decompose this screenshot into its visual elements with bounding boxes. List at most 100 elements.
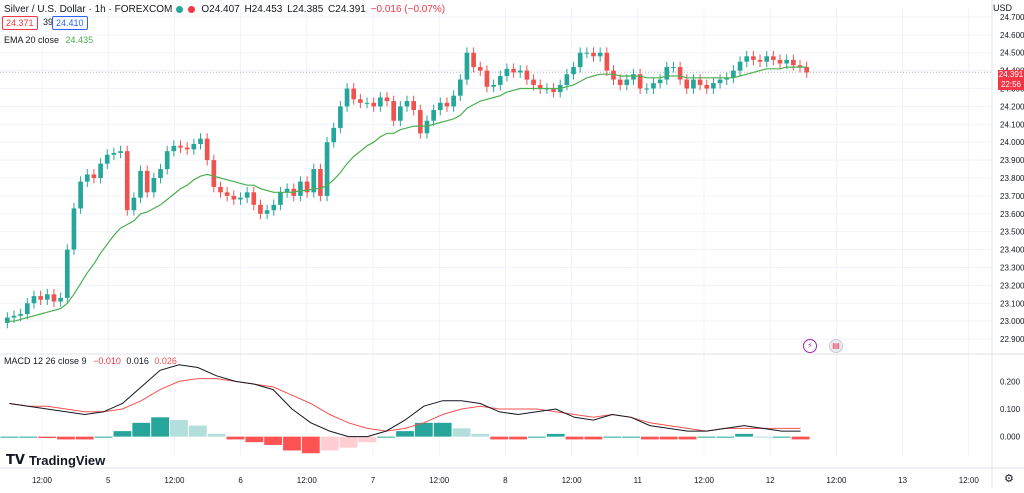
- candle-body: [351, 88, 357, 100]
- candle-body: [378, 97, 383, 107]
- candle-body: [171, 145, 177, 152]
- macd-histogram-bar: [38, 436, 57, 439]
- candle-body: [404, 101, 410, 107]
- candle-body: [118, 151, 123, 153]
- ohlc-values: O24.407 H24.453 L24.385 C24.391 −0.016 (…: [199, 4, 445, 15]
- candle-body: [637, 74, 643, 89]
- market-status-icon[interactable]: [176, 5, 184, 13]
- macd-signal-value: 0.026: [154, 356, 177, 366]
- candle-body: [38, 296, 43, 300]
- macd-histogram-bar: [565, 436, 584, 440]
- candle-body: [304, 181, 310, 193]
- candle-body: [331, 127, 337, 143]
- price-tick-label: 24.500: [1000, 49, 1024, 58]
- candle-body: [238, 197, 243, 200]
- candle-body: [471, 52, 476, 68]
- us-flag-event-icon[interactable]: ▤: [829, 339, 843, 353]
- candle-body: [384, 97, 390, 102]
- candle-body: [124, 151, 130, 211]
- tradingview-logo[interactable]: 𝗧𝗩 TradingView: [6, 452, 105, 468]
- candle-body: [278, 192, 283, 205]
- candle-body: [791, 59, 796, 66]
- candle-body: [724, 77, 730, 80]
- candle-body: [731, 70, 736, 78]
- ema-legend[interactable]: EMA 20 close 24.435: [4, 35, 93, 45]
- candle-body: [664, 67, 670, 80]
- candle-body: [511, 68, 516, 73]
- candle-body: [231, 195, 237, 200]
- price-tick-label: 24.600: [1000, 31, 1024, 40]
- macd-histogram-bar: [320, 436, 339, 451]
- last-price-value: 24.391: [998, 70, 1024, 79]
- time-tick-label: 13: [898, 476, 907, 485]
- candle-body: [457, 79, 463, 96]
- candle-body: [537, 84, 543, 89]
- buy-price-button[interactable]: 24.410: [52, 16, 88, 30]
- candle-body: [571, 67, 576, 75]
- candle-body: [191, 144, 197, 150]
- candle-body: [584, 52, 590, 54]
- candle-body: [737, 61, 743, 71]
- candle-body: [757, 59, 763, 62]
- price-tick-label: 23.200: [1000, 281, 1024, 290]
- last-price-label: 24.391 22:56: [998, 70, 1024, 90]
- macd-histogram-bar: [245, 436, 264, 443]
- candle-body: [577, 52, 583, 68]
- candle-body: [24, 303, 30, 314]
- tv-logo-icon: 𝗧𝗩: [6, 452, 25, 467]
- currency-label[interactable]: USD: [992, 3, 1012, 13]
- candle-body: [251, 192, 257, 205]
- candle-body: [198, 138, 203, 144]
- candle-body: [524, 70, 530, 80]
- macd-histogram-bar: [772, 436, 791, 438]
- candle-body: [144, 170, 150, 193]
- candle-body: [691, 79, 696, 89]
- macd-tick-label: 0.200: [1000, 377, 1021, 386]
- candle-body: [597, 52, 603, 57]
- candle-body: [344, 88, 350, 107]
- price-tick-label: 24.100: [1000, 120, 1024, 129]
- candle-body: [624, 79, 630, 85]
- candle-body: [551, 88, 556, 93]
- open-value: O24.407: [201, 3, 240, 15]
- candle-body: [651, 83, 656, 89]
- candle-body: [358, 99, 363, 103]
- candle-body: [677, 67, 683, 80]
- candle-body: [398, 106, 403, 121]
- macd-legend[interactable]: MACD 12 26 close 9 −0.010 0.016 0.026: [4, 356, 177, 366]
- candle-body: [591, 52, 596, 57]
- symbol-title[interactable]: Silver / U.S. Dollar · 1h · FOREXCOM: [4, 3, 173, 15]
- settings-gear-icon[interactable]: ⚙: [1004, 473, 1014, 485]
- macd-histogram-bar: [452, 428, 471, 437]
- macd-histogram-bar: [735, 433, 753, 437]
- visibility-icon[interactable]: [188, 5, 196, 13]
- candle-body: [504, 68, 510, 76]
- candle-body: [104, 154, 110, 164]
- candle-body: [477, 67, 483, 71]
- candle-body: [58, 297, 63, 302]
- candle-body: [98, 163, 103, 178]
- time-tick-label: 12:00: [32, 476, 53, 485]
- macd-histogram-bar: [527, 436, 546, 438]
- macd-histogram-bar: [19, 436, 38, 438]
- candle-body: [697, 79, 703, 85]
- sell-price-button[interactable]: 24.371: [2, 16, 38, 30]
- macd-histogram-bar: [207, 433, 226, 437]
- candle-body: [271, 204, 277, 211]
- candle-body: [51, 294, 57, 302]
- macd-name: MACD 12 26 close 9: [4, 356, 87, 366]
- macd-histogram-bar: [546, 433, 565, 437]
- lightning-event-icon[interactable]: ⚡: [803, 339, 817, 353]
- candle-body: [31, 296, 37, 304]
- high-value: H24.453: [244, 3, 283, 15]
- macd-histogram-bar: [57, 436, 75, 440]
- macd-histogram-bar: [75, 436, 94, 440]
- change-value: −0.016 (−0.07%): [370, 3, 446, 15]
- candle-body: [371, 102, 377, 107]
- ema-value: 24.435: [65, 35, 94, 45]
- candle-body: [657, 79, 663, 84]
- candle-body: [364, 102, 370, 104]
- candle-body: [751, 56, 756, 60]
